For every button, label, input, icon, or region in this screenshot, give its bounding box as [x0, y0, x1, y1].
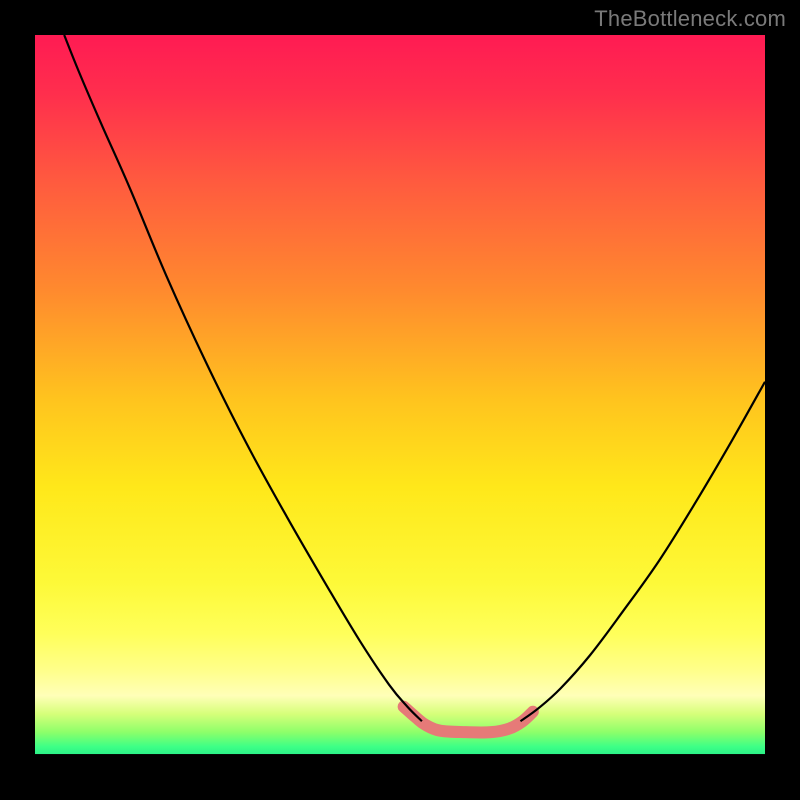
left-curve	[64, 35, 422, 721]
outer-frame: TheBottleneck.com	[0, 0, 800, 800]
chart-area	[35, 35, 765, 765]
watermark-text: TheBottleneck.com	[594, 6, 786, 32]
trough-marker	[404, 707, 533, 733]
curves-layer	[35, 35, 765, 765]
right-curve	[520, 382, 765, 721]
